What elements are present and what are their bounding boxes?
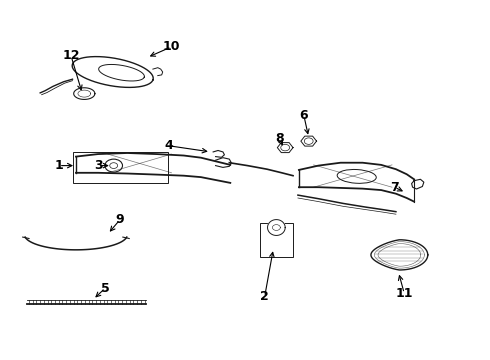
Polygon shape xyxy=(74,88,95,99)
Text: 7: 7 xyxy=(390,181,399,194)
Text: 4: 4 xyxy=(165,139,173,152)
Polygon shape xyxy=(371,240,428,270)
Text: 10: 10 xyxy=(163,40,180,53)
Text: 5: 5 xyxy=(101,282,110,294)
Text: 9: 9 xyxy=(116,213,124,226)
Text: 8: 8 xyxy=(275,132,284,145)
Bar xyxy=(73,152,168,183)
Polygon shape xyxy=(268,220,285,235)
Text: 2: 2 xyxy=(260,291,269,303)
Text: 3: 3 xyxy=(94,159,102,172)
Text: 6: 6 xyxy=(299,109,308,122)
Bar xyxy=(260,223,293,257)
Text: 12: 12 xyxy=(62,49,80,62)
Text: 1: 1 xyxy=(54,159,63,172)
Text: 11: 11 xyxy=(395,287,413,300)
